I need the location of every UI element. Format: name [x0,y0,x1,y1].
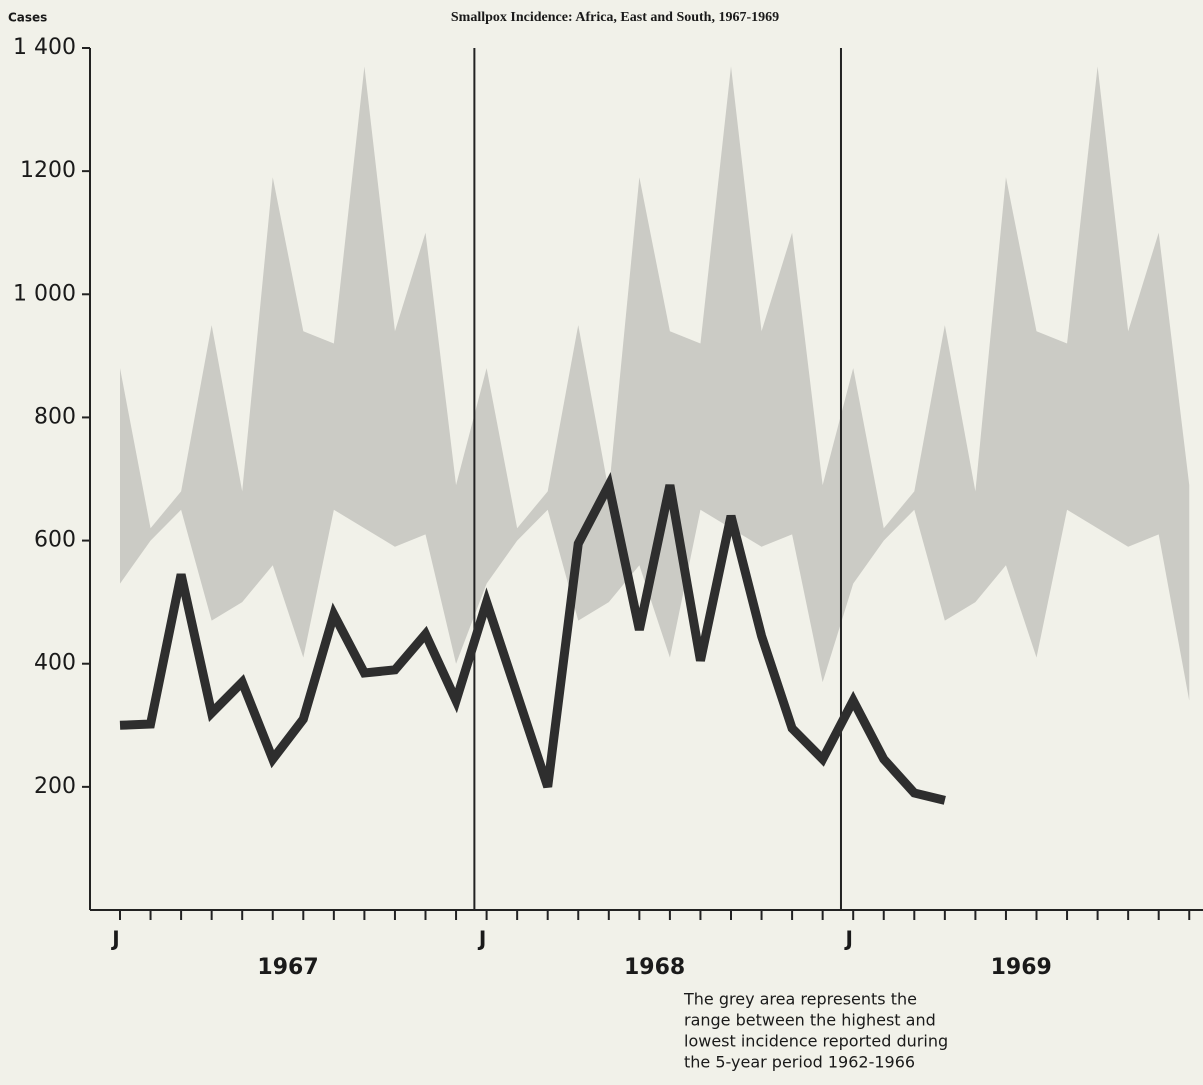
year-label: 1968 [624,955,685,980]
y-tick-label: 400 [34,651,76,676]
y-tick-label: 200 [34,774,76,799]
note-line: the 5-year period 1962-1966 [684,1053,915,1072]
y-tick-label: 600 [34,528,76,553]
y-tick-label: 800 [34,404,76,429]
y-tick-label: 1 000 [13,281,76,306]
note-line: range between the highest and [684,1011,936,1030]
data-line [119,471,946,805]
year-label: 1969 [991,955,1052,980]
y-axis-label: Cases [8,11,47,25]
y-tick-label: 1200 [20,158,76,183]
x-tick-label: J [843,927,852,951]
note-line: lowest incidence reported during [684,1032,948,1051]
x-tick-label: J [477,927,486,951]
range-band [120,66,1190,701]
x-tick-label: J [110,927,119,951]
chart-title: Smallpox Incidence: Africa, East and Sou… [451,10,779,25]
note-line: The grey area represents the [683,990,917,1009]
year-label: 1967 [257,955,318,980]
y-tick-label: 1 400 [13,35,76,60]
